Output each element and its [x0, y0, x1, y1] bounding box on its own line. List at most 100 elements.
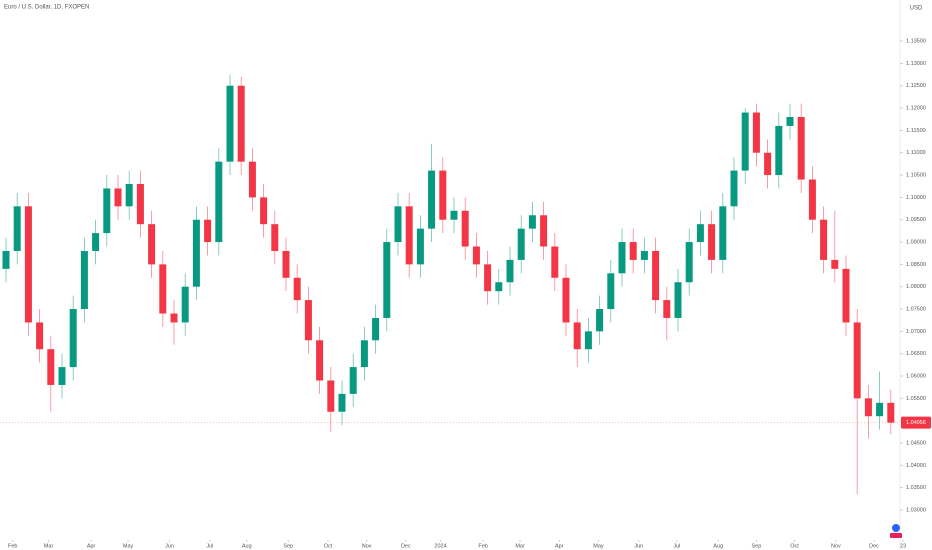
candle-body: [47, 349, 55, 385]
x-tick-label: May: [593, 543, 604, 549]
candle-body: [820, 219, 828, 260]
x-tick-label: Aug: [713, 543, 723, 549]
candle-body: [752, 112, 760, 153]
candle-body: [719, 206, 727, 260]
candle-body: [517, 228, 525, 260]
y-tick-label: 1.12500: [906, 83, 926, 89]
x-tick-label: Dec: [401, 543, 411, 549]
candle-body: [428, 170, 436, 229]
x-tick-label: Mar: [515, 543, 525, 549]
y-tick-label: 1.11500: [906, 128, 925, 134]
candle-body: [58, 367, 66, 385]
x-tick-label: Jun: [634, 543, 643, 549]
last-price-label: 1.04956: [906, 420, 926, 426]
y-tick-label: 1.06500: [906, 351, 926, 357]
candle-body: [338, 393, 346, 412]
logo: [890, 524, 902, 538]
x-tick-label: Sep: [752, 543, 762, 549]
candle-body: [652, 250, 660, 301]
candle-body: [775, 125, 783, 176]
candle-body: [215, 161, 223, 243]
candle-body: [159, 264, 167, 314]
candle-body: [786, 117, 794, 126]
candle-body: [80, 250, 88, 310]
currency-label: USD: [910, 6, 923, 12]
y-tick-label: 1.05500: [906, 396, 926, 402]
candle-body: [372, 317, 380, 341]
y-tick-label: 1.03000: [906, 507, 926, 513]
candles: [2, 74, 895, 495]
y-tick-label: 1.11000: [906, 150, 925, 156]
candle-body: [674, 282, 682, 318]
candle-body: [148, 224, 156, 265]
candle-body: [607, 273, 615, 310]
candle-body: [551, 246, 559, 278]
x-tick-label: Apr: [555, 543, 564, 549]
candle-body: [260, 197, 268, 225]
candle-body: [472, 246, 480, 265]
x-tick-label: Dec: [869, 543, 879, 549]
y-tick-label: 1.10500: [906, 173, 926, 179]
candle-body: [204, 219, 212, 243]
x-tick-label: Nov: [831, 543, 841, 549]
candle-body: [327, 380, 335, 412]
x-tick-label: 23: [900, 543, 906, 549]
candle-body: [618, 242, 626, 274]
candle-body: [394, 206, 402, 243]
candle-body: [271, 224, 279, 251]
candle-body: [304, 300, 312, 341]
candle-body: [316, 340, 324, 381]
y-tick-label: 1.09500: [906, 217, 926, 223]
candle-body: [114, 188, 122, 207]
x-tick-label: Jul: [206, 543, 213, 549]
candle-body: [13, 206, 21, 251]
x-tick-label: Jun: [165, 543, 174, 549]
x-tick-label: 2024: [434, 543, 446, 549]
x-tick-label: Mar: [44, 543, 54, 549]
candle-body: [484, 264, 492, 292]
x-tick-label: Oct: [790, 543, 799, 549]
candle-body: [92, 233, 100, 251]
candle-body: [629, 242, 637, 260]
candle-body: [596, 309, 604, 332]
candle-body: [69, 309, 77, 368]
candle-body: [495, 282, 503, 292]
x-tick-label: Nov: [362, 543, 372, 549]
candle-body: [24, 206, 32, 323]
candle-body: [831, 259, 839, 269]
candle-body: [461, 210, 469, 247]
candle-body: [349, 367, 357, 394]
candle-body: [696, 224, 704, 243]
candle-body: [506, 259, 514, 283]
candle-body: [405, 206, 413, 265]
y-tick-label: 1.12000: [906, 106, 926, 112]
candle-body: [248, 161, 256, 198]
candle-body: [764, 152, 772, 176]
candle-body: [797, 117, 805, 180]
candle-body: [170, 313, 178, 323]
candle-body: [103, 188, 111, 234]
candle-body: [383, 242, 391, 318]
candle-body: [573, 322, 581, 350]
candle-body: [808, 179, 816, 220]
candle-body: [360, 340, 368, 368]
candle-body: [584, 331, 592, 350]
last-price-box: [901, 416, 931, 429]
y-tick-label: 1.13000: [906, 61, 926, 67]
candle-body: [708, 224, 716, 260]
logo-badge: [890, 533, 902, 538]
candle-body: [293, 277, 301, 301]
candle-body: [282, 250, 290, 278]
candle-body: [528, 215, 536, 229]
y-tick-label: 1.03500: [906, 485, 926, 491]
y-tick-label: 1.07500: [906, 306, 926, 312]
y-tick-label: 1.09000: [906, 239, 926, 245]
candle-body: [136, 183, 144, 225]
y-tick-label: 1.08000: [906, 284, 926, 290]
candle-body: [887, 402, 895, 423]
candle-body: [663, 300, 671, 318]
candle-body: [416, 228, 424, 265]
candle-body: [237, 85, 245, 162]
candle-body: [181, 286, 189, 323]
